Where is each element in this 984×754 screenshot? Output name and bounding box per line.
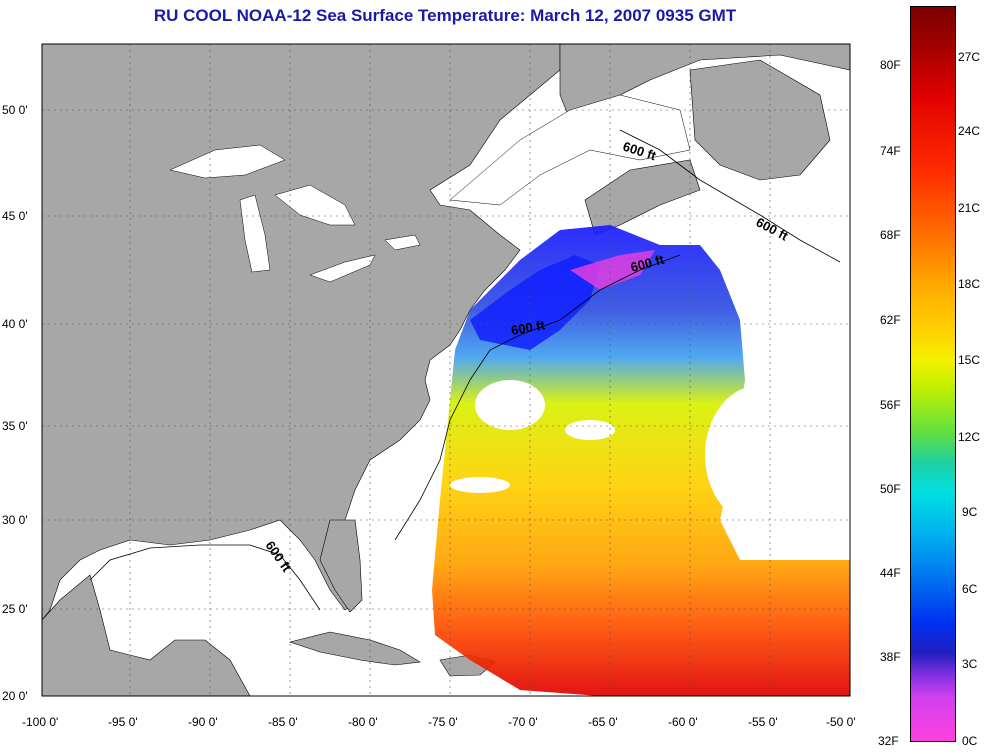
colorbar-c-label: 24C: [958, 124, 981, 138]
contour-label: 600 ft: [510, 317, 547, 338]
lon-tick-label: -60 0': [668, 715, 698, 729]
land-cuba: [288, 631, 421, 666]
lon-tick-label: -100 0': [22, 715, 58, 729]
land-newfoundland: [689, 59, 831, 181]
great-lakes: [169, 144, 421, 283]
lat-tick-label: 30 0': [2, 513, 28, 527]
st-lawrence: [449, 94, 691, 206]
lat-tick-label: 20 0': [2, 689, 28, 703]
lon-tick-label: -90 0': [188, 715, 218, 729]
colorbar-f-label: 44F: [880, 566, 901, 580]
colorbar-c-label: 9C: [962, 505, 978, 519]
colorbar-f-label: 68F: [880, 228, 901, 242]
lon-ticks: -100 0' -95 0' -90 0' -85 0' -80 0' -75 …: [22, 715, 856, 729]
colorbar-f-label: 50F: [880, 482, 901, 496]
cold-shelf-water: [470, 255, 600, 350]
colorbar-f-label: 56F: [880, 398, 901, 412]
colorbar-f-label: 32F: [878, 734, 899, 748]
colorbar-f-label: 38F: [880, 650, 901, 664]
graticule: [42, 44, 850, 696]
colorbar-c-label: 6C: [962, 582, 978, 596]
colorbar-f-label: 80F: [880, 58, 901, 72]
lat-tick-label: 45 0': [2, 209, 28, 223]
colorbar-c-label: 27C: [958, 50, 981, 64]
colorbar-c-label: 3C: [962, 657, 978, 671]
sst-map: 600 ft 600 ft 600 ft 600 ft 600 ft 50 0'…: [2, 43, 856, 729]
lon-tick-label: -95 0': [108, 715, 138, 729]
lat-ticks: 50 0' 45 0' 40 0' 35 0' 30 0' 25 0' 20 0…: [2, 103, 28, 703]
lon-tick-label: -85 0': [268, 715, 298, 729]
lon-tick-label: -50 0': [826, 715, 856, 729]
colorbar-c-label: 15C: [958, 353, 981, 367]
land-mass: [41, 43, 561, 621]
colorbar-c-label: 21C: [958, 201, 981, 215]
colorbar-f-label: 74F: [880, 144, 901, 158]
colorbar-c-label: 12C: [958, 430, 981, 444]
colorbar-c-label: 18C: [958, 277, 981, 291]
lon-tick-label: -65 0': [588, 715, 618, 729]
lon-tick-label: -80 0': [348, 715, 378, 729]
isobath-600ft: [89, 129, 841, 611]
cloud-gaps: [450, 380, 815, 525]
land-florida: [319, 519, 363, 613]
lat-tick-label: 50 0': [2, 103, 28, 117]
lon-tick-label: -75 0': [428, 715, 458, 729]
temperature-colorbar: [910, 6, 956, 742]
lon-tick-label: -70 0': [508, 715, 538, 729]
lat-tick-label: 25 0': [2, 602, 28, 616]
lon-tick-label: -55 0': [748, 715, 778, 729]
very-cold-water: [570, 250, 655, 290]
map-title: RU COOL NOAA-12 Sea Surface Temperature:…: [153, 6, 737, 25]
colorbar-f-label: 62F: [880, 313, 901, 327]
colorbar-c-label: 0C: [962, 734, 978, 748]
lat-tick-label: 35 0': [2, 419, 28, 433]
lat-tick-label: 40 0': [2, 317, 28, 331]
